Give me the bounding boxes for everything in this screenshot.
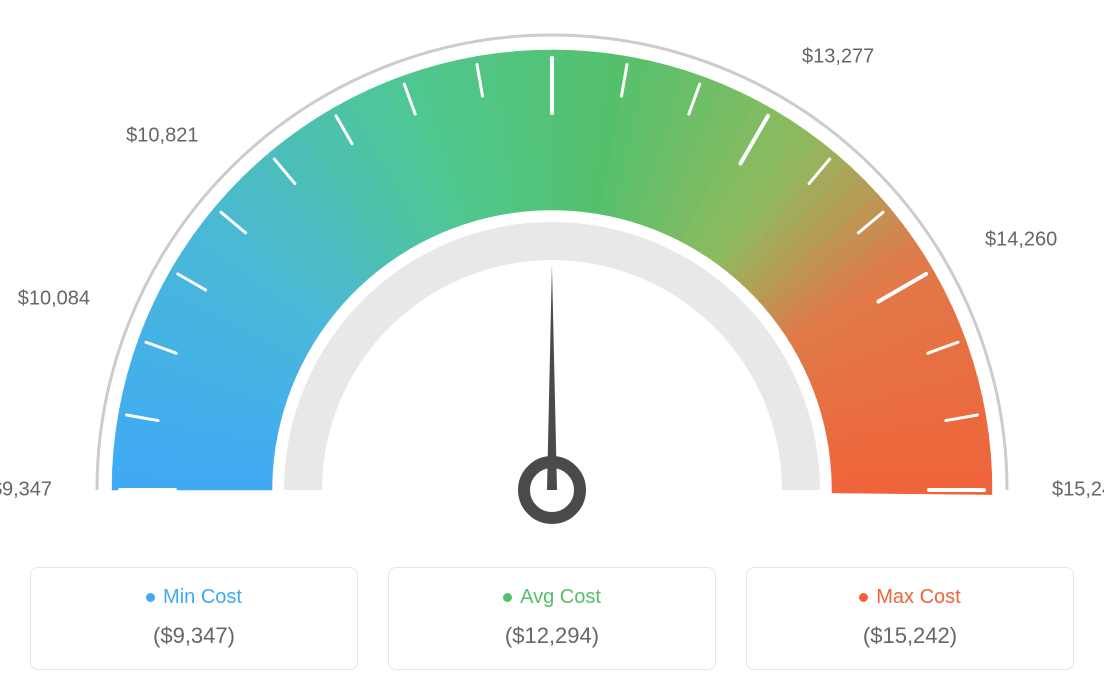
legend-value-min: ($9,347) [41, 623, 347, 649]
legend-title-avg: Avg Cost [503, 586, 601, 609]
legend-row: Min Cost ($9,347) Avg Cost ($12,294) Max… [0, 567, 1104, 670]
cost-gauge-chart: $9,347 $10,084 $10,821 $12,294 $13,277 $14,26… [0, 0, 1104, 690]
legend-card-max: Max Cost ($15,242) [746, 567, 1074, 670]
gauge-svg [0, 0, 1104, 540]
dot-icon [146, 593, 155, 602]
legend-card-avg: Avg Cost ($12,294) [388, 567, 716, 670]
legend-value-avg: ($12,294) [399, 623, 705, 649]
legend-title-text: Max Cost [876, 586, 960, 609]
scale-label: $12,294 [516, 0, 588, 2]
scale-label: $9,347 [0, 479, 52, 502]
dot-icon [859, 593, 868, 602]
gauge-area: $9,347 $10,084 $10,821 $12,294 $13,277 $14,26… [0, 0, 1104, 540]
scale-label: $10,821 [126, 125, 198, 148]
scale-label: $15,242 [1052, 479, 1104, 502]
scale-label: $14,260 [985, 229, 1057, 252]
legend-title-min: Min Cost [146, 586, 242, 609]
legend-card-min: Min Cost ($9,347) [30, 567, 358, 670]
dot-icon [503, 593, 512, 602]
scale-label: $10,084 [18, 287, 90, 310]
legend-value-max: ($15,242) [757, 623, 1063, 649]
legend-title-text: Avg Cost [520, 586, 601, 609]
legend-title-max: Max Cost [859, 586, 960, 609]
scale-label: $13,277 [802, 45, 874, 68]
legend-title-text: Min Cost [163, 586, 242, 609]
